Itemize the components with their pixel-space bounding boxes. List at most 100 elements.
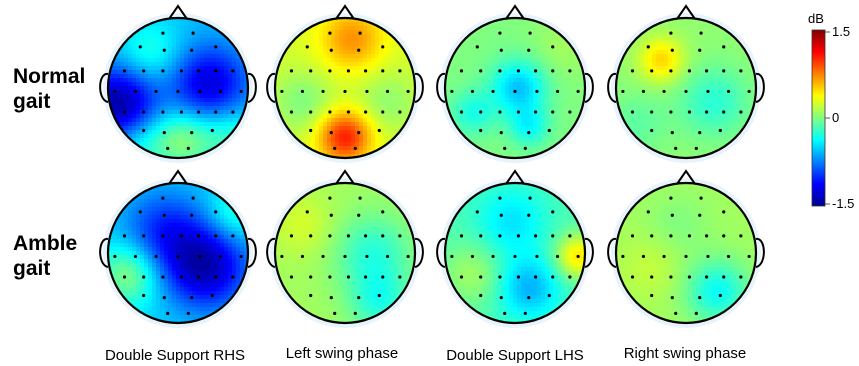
electrode-dot <box>450 89 454 94</box>
electrode-dot <box>694 311 698 315</box>
electrode-dot <box>346 110 351 114</box>
electrode-dot <box>646 45 650 49</box>
electrode-dot <box>576 254 580 259</box>
electrode-dot <box>527 48 531 52</box>
electrode-dot <box>670 48 674 52</box>
nose-marker <box>676 169 696 185</box>
ear-marker <box>414 73 424 103</box>
electrode-dot <box>179 275 184 279</box>
electrode-dot <box>516 110 521 114</box>
electrode-dot <box>398 110 402 114</box>
electrode-dot <box>138 45 142 49</box>
electrode-dot <box>669 275 673 279</box>
electrode-dot <box>381 69 385 73</box>
electrode-dot <box>176 254 180 259</box>
electrode-dot <box>650 128 654 133</box>
electrode-dot <box>533 110 538 114</box>
electrode-dot <box>491 254 495 259</box>
electrode-dot <box>385 254 390 259</box>
electrode-dot <box>328 31 332 35</box>
electrode-dot <box>377 128 381 133</box>
electrode-dot <box>555 89 560 94</box>
electrode-dot <box>357 295 361 300</box>
electrode-dot <box>498 275 502 279</box>
electrode-dot <box>161 69 165 73</box>
electrode-dot <box>479 293 483 298</box>
ear-marker <box>607 238 617 268</box>
electrode-dot <box>122 275 127 279</box>
electrode-dot <box>704 110 709 114</box>
electrode-dot <box>289 275 294 279</box>
electrode-dot <box>346 275 351 279</box>
electrode-dot <box>576 89 580 94</box>
electrode-dot <box>687 275 692 279</box>
electrode-dot <box>551 210 555 214</box>
colorbar-unit-label: dB <box>808 11 824 26</box>
electrode-dot <box>704 69 709 73</box>
electrode-dot <box>722 234 726 238</box>
electrode-dot <box>726 254 731 259</box>
electrode-dot <box>479 275 483 279</box>
electrode-dot <box>162 213 166 217</box>
electrode-dot <box>385 89 390 94</box>
electrode-dot <box>309 234 313 238</box>
electrode-dot <box>179 69 184 73</box>
electrode-dot <box>176 89 180 94</box>
electrode-dot <box>533 69 538 73</box>
nose-marker <box>335 4 355 20</box>
electrode-dot <box>739 275 743 279</box>
head-outline <box>443 181 587 325</box>
electrode-dot <box>670 130 674 135</box>
ear-marker <box>755 238 765 268</box>
column-label-left-swing-phase: Left swing phase <box>285 345 399 362</box>
electrode-dot <box>214 210 218 214</box>
electrode-dot <box>142 234 146 238</box>
colorbar <box>811 29 830 207</box>
electrode-dot <box>191 196 195 200</box>
electrode-dot <box>214 69 218 73</box>
electrode-dot <box>231 234 235 238</box>
electrode-dot <box>113 89 117 94</box>
topographic-map <box>266 169 424 328</box>
electrode-dot <box>551 275 555 279</box>
electrode-dot <box>381 210 385 214</box>
electrode-dot <box>621 89 625 94</box>
electrode-dot <box>142 275 146 279</box>
electrode-dot <box>718 128 722 133</box>
electrode-dot <box>218 254 223 259</box>
electrode-dot <box>381 110 385 114</box>
electrode-dot <box>516 275 521 279</box>
electrode-dot <box>289 234 294 238</box>
electrode-dot <box>684 89 688 94</box>
electrode-dot <box>343 89 347 94</box>
electrode-dot <box>706 89 710 94</box>
electrode-dot <box>694 146 698 150</box>
electrode-dot <box>305 210 309 214</box>
row-label-amble-gait: Amble gait <box>13 232 78 280</box>
electrode-dot <box>528 31 532 35</box>
electrode-dot <box>309 293 313 298</box>
ear-marker <box>414 238 424 268</box>
electrode-dot <box>363 69 368 73</box>
electrode-dot <box>353 311 357 315</box>
electrode-dot <box>398 69 402 73</box>
electrode-dot <box>162 48 166 52</box>
electrode-dot <box>475 210 479 214</box>
ear-marker <box>99 238 109 268</box>
electrode-dot <box>491 89 495 94</box>
electrode-dot <box>365 254 369 259</box>
electrode-dot <box>726 89 731 94</box>
electrode-dot <box>669 234 673 238</box>
ear-marker <box>436 238 446 268</box>
electrode-dot <box>528 196 532 200</box>
electrode-dot <box>218 89 223 94</box>
electrode-dot <box>527 130 531 135</box>
topographic-map <box>436 4 594 163</box>
electrode-dot <box>523 146 527 150</box>
electrode-dot <box>470 254 475 259</box>
electrode-dot <box>239 254 243 259</box>
electrode-dot <box>381 234 385 238</box>
electrode-dot <box>154 254 158 259</box>
electrode-dot <box>527 295 531 300</box>
electrode-dot <box>498 196 502 200</box>
